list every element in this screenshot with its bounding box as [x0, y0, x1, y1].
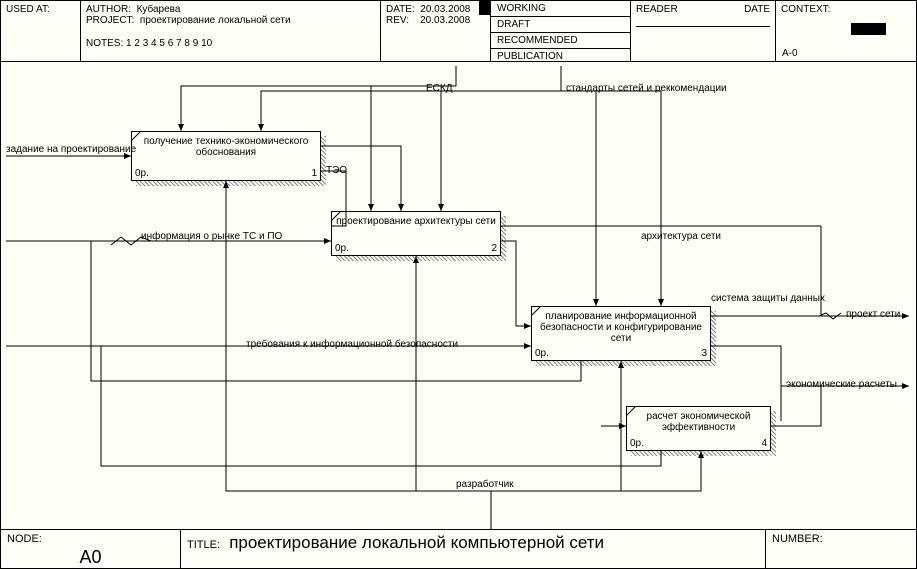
title-val: проектирование локальной компьютерной се… — [229, 533, 604, 552]
notes-lbl: NOTES: — [86, 38, 123, 49]
context-code: A-0 — [782, 48, 798, 59]
box3-bl: 0р. — [535, 348, 549, 359]
box1-bl: 0р. — [135, 168, 149, 179]
header: USED AT: AUTHOR: Кубарева PROJECT: проек… — [1, 1, 916, 62]
lbl-arch: архитектура сети — [641, 231, 721, 242]
footer: NODE: A0 TITLE: проектирование локальной… — [1, 529, 916, 568]
date-lbl: DATE: — [386, 4, 415, 15]
lbl-dev: разработчик — [456, 479, 514, 490]
idef0-frame: USED AT: AUTHOR: Кубарева PROJECT: проек… — [0, 0, 917, 569]
box4-bl: 0р. — [630, 438, 644, 449]
footer-title: TITLE: проектирование локальной компьюте… — [181, 530, 766, 568]
box1-br: 1 — [311, 168, 317, 179]
box-4: расчет экономической эффективности 0р. 4 — [626, 406, 771, 451]
title-lbl: TITLE: — [187, 539, 220, 551]
status-draft: DRAFT — [491, 17, 630, 33]
rev-lbl: REV: — [386, 15, 409, 26]
rev: 20.03.2008 — [420, 15, 470, 26]
header-authorproj: AUTHOR: Кубарева PROJECT: проектирование… — [81, 1, 381, 61]
number-lbl: NUMBER: — [772, 533, 823, 545]
date: 20.03.2008 — [420, 4, 470, 15]
context-lbl: CONTEXT: — [781, 4, 830, 15]
lbl-teo: ТЭО — [326, 165, 347, 176]
reader-lbl: READER — [636, 4, 678, 15]
status-recommended: RECOMMENDED — [491, 33, 630, 49]
diagram-area: получение технико-экономического обоснов… — [1, 61, 916, 530]
box4-title: расчет экономической эффективности — [627, 407, 770, 433]
lbl-project-out: проект сети — [846, 309, 900, 320]
header-daterev: DATE: 20.03.2008 REV: 20.03.2008 — [381, 1, 491, 61]
project-lbl: PROJECT: — [86, 15, 134, 26]
box1-title: получение технико-экономического обоснов… — [132, 132, 320, 158]
footer-number: NUMBER: — [766, 530, 916, 568]
lbl-eskd: ЕСКД — [426, 83, 453, 94]
context-box-icon — [851, 23, 886, 35]
blackbox-icon — [479, 1, 491, 15]
lbl-reqs: требования к информационной безопасности — [246, 339, 458, 350]
status-working: WORKING — [491, 1, 630, 17]
box2-br: 2 — [491, 243, 497, 254]
reader-date-lbl: DATE — [744, 4, 770, 15]
lbl-market: информация о рынке ТС и ПО — [141, 231, 282, 242]
lbl-standards: стандарты сетей и реккомендации — [566, 83, 727, 94]
author: Кубарева — [137, 4, 181, 15]
lbl-econ: экономические расчеты — [786, 379, 897, 390]
footer-node: NODE: A0 — [1, 530, 181, 568]
notes: 1 2 3 4 5 6 7 8 9 10 — [126, 38, 212, 49]
header-usedat: USED AT: — [1, 1, 81, 61]
box-1: получение технико-экономического обоснов… — [131, 131, 321, 181]
box3-br: 3 — [701, 348, 707, 359]
node-val: A0 — [7, 547, 174, 568]
box-2: проектирование архитектуры сети 0р. 2 — [331, 211, 501, 256]
header-status: WORKING DRAFT RECOMMENDED PUBLICATION — [491, 1, 631, 61]
box4-br: 4 — [761, 438, 767, 449]
box2-title: проектирование архитектуры сети — [332, 212, 500, 227]
header-reader: READER DATE — [631, 1, 776, 61]
box2-bl: 0р. — [335, 243, 349, 254]
box-3: планирование информационной безопасности… — [531, 306, 711, 361]
project: проектирование локальной сети — [140, 15, 291, 26]
node-lbl: NODE: — [7, 533, 42, 545]
lbl-secsys: система защиты данных — [711, 293, 825, 304]
author-lbl: AUTHOR: — [86, 4, 131, 15]
lbl-task: задание на проектирование — [6, 144, 136, 155]
box3-title: планирование информационной безопасности… — [532, 307, 710, 344]
header-context: CONTEXT: A-0 — [776, 1, 916, 61]
